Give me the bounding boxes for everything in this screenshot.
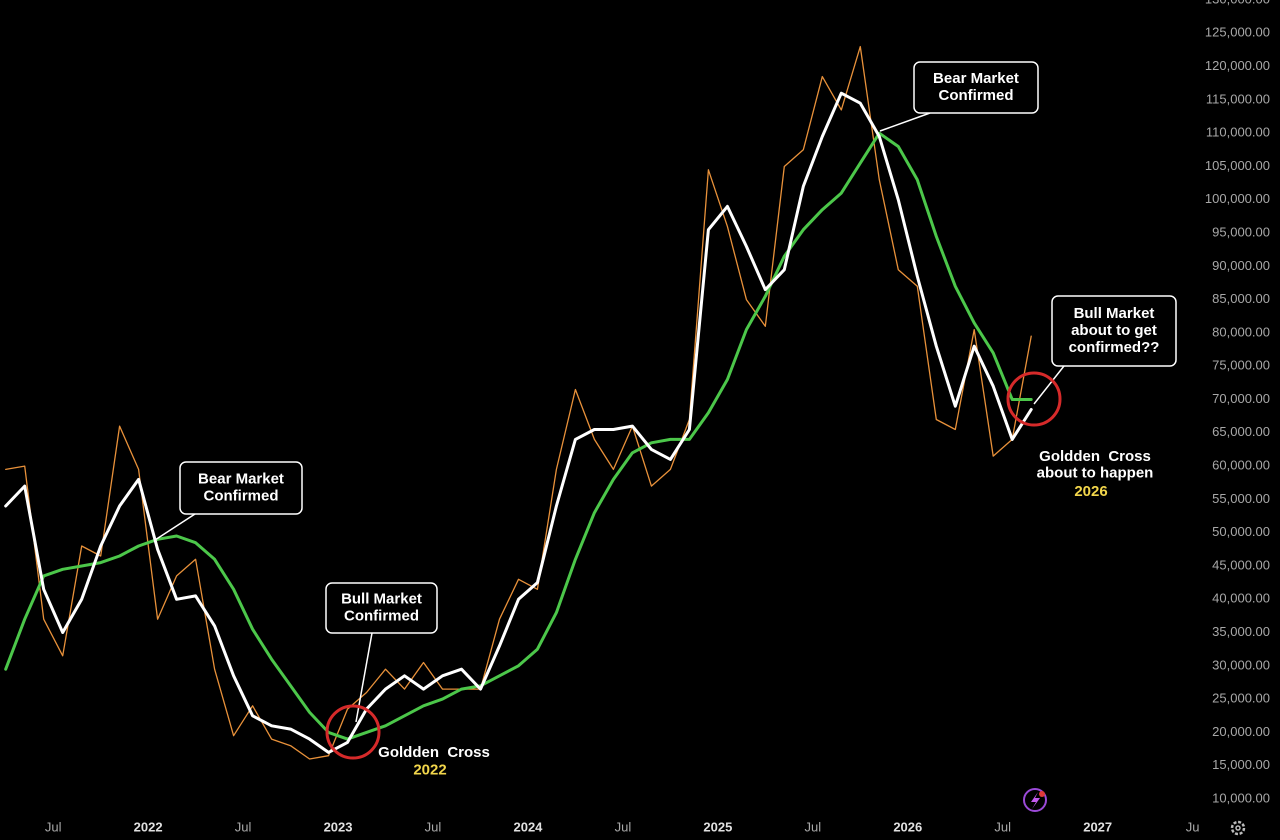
callout-text: Bull Market: [1074, 305, 1155, 322]
y-tick-label: 35,000.00: [1212, 624, 1270, 639]
callout-text: Bear Market: [198, 470, 284, 487]
cross-label: Goldden Cross: [378, 744, 490, 761]
icon-ring: [1023, 788, 1047, 812]
gear-hub: [1235, 825, 1241, 831]
callout-text: Confirmed: [939, 87, 1014, 104]
x-tick-label: Ju: [1186, 819, 1200, 834]
x-tick-label: 2022: [134, 819, 163, 834]
y-tick-label: 80,000.00: [1212, 324, 1270, 339]
y-tick-label: 10,000.00: [1212, 790, 1270, 805]
callout-pointer: [154, 513, 196, 541]
plot: [4, 45, 1033, 760]
y-tick-label: 25,000.00: [1212, 691, 1270, 706]
icon-bolt: [1031, 792, 1040, 809]
y-tick-label: 55,000.00: [1212, 491, 1270, 506]
y-tick-label: 20,000.00: [1212, 724, 1270, 739]
x-tick-label: Jul: [805, 819, 822, 834]
callout-text: confirmed??: [1069, 339, 1160, 356]
x-tick-label: 2024: [513, 819, 543, 834]
cross-year: 2022: [413, 761, 446, 778]
callout-text: Bull Market: [341, 590, 422, 607]
cross-year: 2026: [1074, 483, 1107, 500]
price-line: [5, 45, 1032, 760]
y-tick-label: 65,000.00: [1212, 424, 1270, 439]
y-tick-label: 115,000.00: [1206, 91, 1270, 106]
callout-pointer: [1033, 365, 1065, 405]
callout-pointer: [879, 112, 931, 132]
icon-dot: [1039, 791, 1045, 797]
y-tick-label: 70,000.00: [1212, 391, 1270, 406]
x-tick-label: 2026: [893, 819, 922, 834]
callout-box: [179, 461, 303, 515]
x-tick-label: 2025: [703, 819, 732, 834]
x-tick-label: Jul: [235, 819, 252, 834]
flash-icon[interactable]: [1023, 788, 1047, 812]
cross-circle: [325, 704, 381, 760]
y-tick-label: 130,000.00: [1205, 0, 1270, 6]
y-tick-label: 60,000.00: [1212, 458, 1270, 473]
x-tick-label: 2027: [1083, 819, 1112, 834]
y-tick-label: 85,000.00: [1212, 291, 1270, 306]
x-tick-label: Jul: [994, 819, 1011, 834]
y-tick-label: 15,000.00: [1212, 757, 1270, 772]
x-tick-label: 2023: [324, 819, 353, 834]
x-tick-label: Jul: [615, 819, 632, 834]
axes: 10,000.00 15,000.00 20,000.00 25,000.00 30,0…: [45, 0, 1270, 834]
x-tick-label: Jul: [45, 819, 62, 834]
y-tick-label: 30,000.00: [1212, 657, 1270, 672]
callout-box: [325, 582, 438, 634]
price-line: [4, 91, 1033, 754]
y-tick-label: 40,000.00: [1212, 591, 1270, 606]
cross-circle: [1006, 371, 1062, 427]
callout-text: Bear Market: [933, 70, 1019, 87]
y-tick-label: 110,000.00: [1206, 125, 1270, 140]
y-tick-label: 90,000.00: [1212, 258, 1270, 273]
callout-box: [913, 61, 1039, 114]
cross-label: Goldden Cross: [1039, 448, 1151, 465]
gear-teeth: [1230, 820, 1246, 836]
callout-text: Confirmed: [344, 607, 419, 624]
y-tick-label: 50,000.00: [1212, 524, 1270, 539]
callout-box: [1051, 295, 1177, 367]
y-tick-label: 120,000.00: [1205, 58, 1270, 73]
y-tick-label: 75,000.00: [1212, 358, 1270, 373]
callout-text: about to get: [1071, 322, 1157, 339]
y-tick-label: 45,000.00: [1212, 557, 1270, 572]
cross-label: about to happen: [1037, 464, 1154, 481]
settings-icon[interactable]: [1230, 820, 1246, 836]
x-tick-label: Jul: [425, 819, 442, 834]
y-tick-label: 100,000.00: [1205, 191, 1270, 206]
y-tick-label: 125,000.00: [1205, 25, 1270, 40]
y-tick-label: 105,000.00: [1205, 158, 1270, 173]
y-tick-label: 95,000.00: [1212, 224, 1270, 239]
price-line: [4, 131, 1033, 741]
callout-text: Confirmed: [204, 487, 279, 504]
